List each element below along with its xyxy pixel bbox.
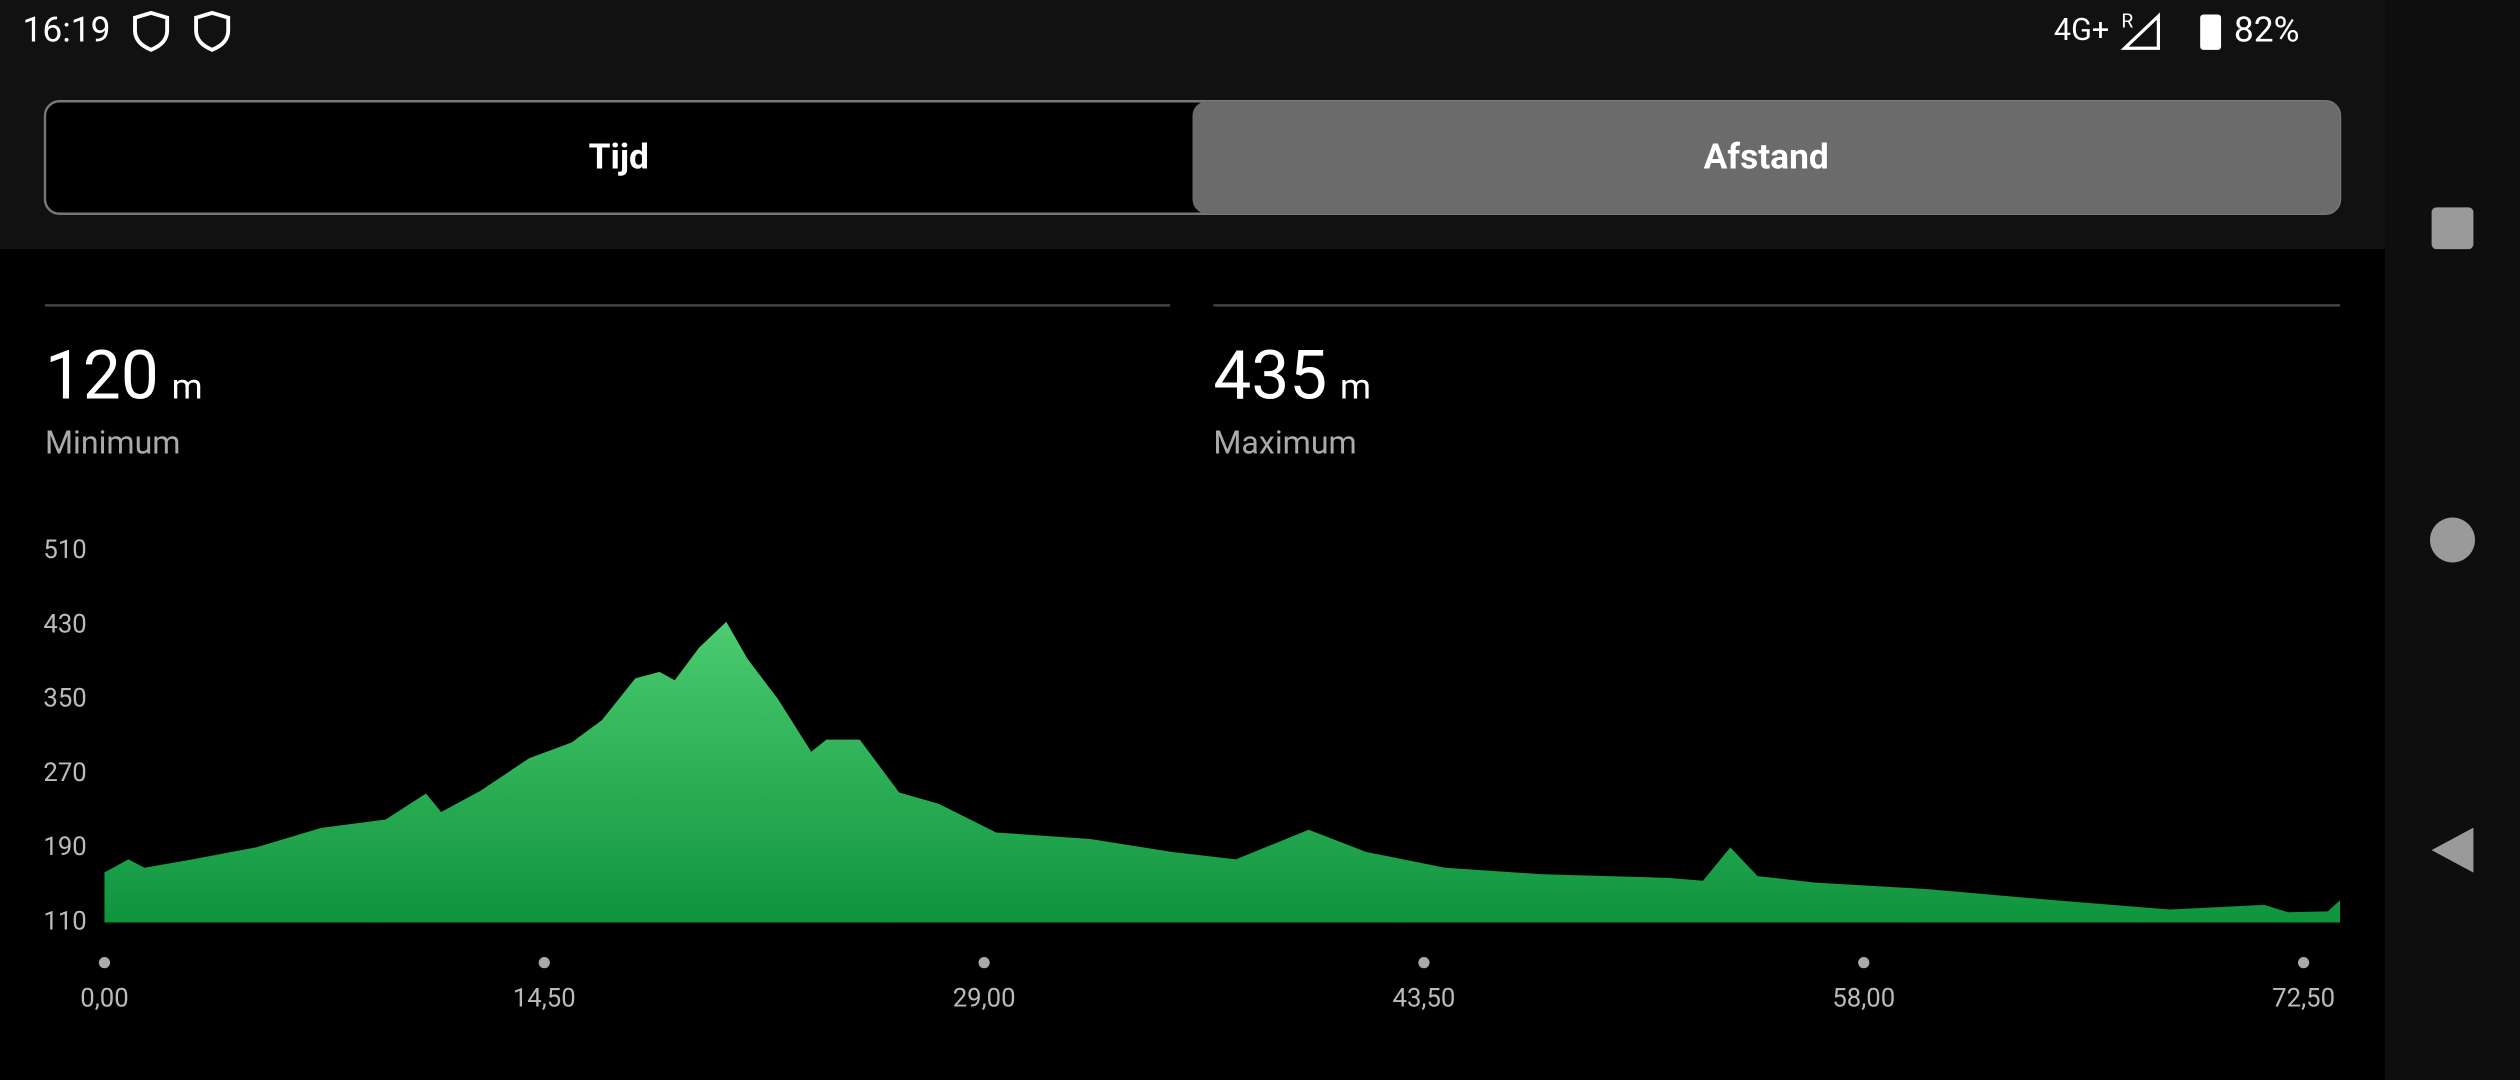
tab[interactable]: Afstand [1704,135,1829,177]
home-button[interactable] [2430,517,2475,563]
x-tick-dot [1858,957,1870,969]
battery-level: 82% [2234,8,2300,50]
x-tick-label: 58,00 [1832,983,1895,1013]
x-tick-dot [978,957,990,969]
tab-bar: Tijd Afstand [43,100,2342,215]
back-button[interactable] [2431,827,2474,873]
elevation-area [104,621,2340,923]
stat-unit: m [172,365,203,407]
stat-label: Maximum [1213,424,1356,462]
roaming-indicator: R [2121,10,2133,33]
x-tick-label: 72,50 [2272,983,2335,1013]
x-tick-label: 14,50 [513,983,576,1013]
tab[interactable]: Tijd [589,135,649,177]
y-tick-label: 430 [43,609,86,639]
elevation-chart: 110 190 270 350 430 510 0,00 14,50 29,00 43,50 58,… [43,535,2340,1013]
clock: 16:19 [23,8,111,50]
y-tick-label: 350 [43,684,86,714]
y-tick-label: 190 [43,832,86,862]
y-tick-label: 510 [43,535,86,565]
shield-icon [133,10,170,52]
y-tick-label: 270 [43,758,86,788]
x-tick-dot [1418,957,1430,969]
tab-selected-bg [1192,101,2340,214]
x-tick-label: 29,00 [953,983,1016,1013]
x-tick-dot [98,957,111,969]
stat-value: 435 [1213,337,1327,416]
x-tick-label: 0,00 [80,983,128,1013]
signal-icon [2120,12,2160,50]
battery-icon [2200,14,2222,50]
shield-icon [194,10,231,52]
stat-value: 120 [45,337,159,416]
x-tick-dot [538,957,550,969]
y-tick-label: 110 [43,906,86,936]
stats: 120 m Minimum 435 m Maximum [45,337,1371,462]
stat-label: Minimum [45,424,180,462]
stat-unit: m [1340,365,1371,407]
x-tick-label: 43,50 [1393,983,1456,1013]
recents-button[interactable] [2431,207,2474,250]
x-tick-dot [2297,957,2310,969]
network-type: 4G+ [2054,13,2109,48]
